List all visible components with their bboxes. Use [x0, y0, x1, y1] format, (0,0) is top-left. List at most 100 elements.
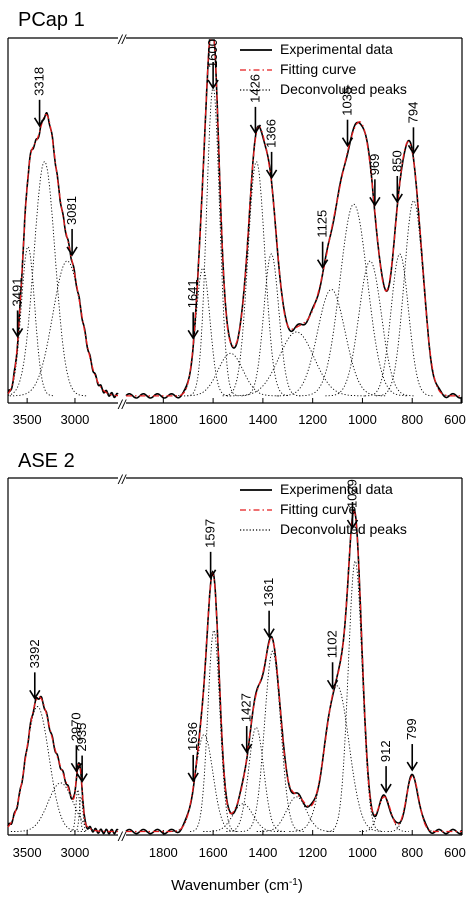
peak-arrowhead [341, 137, 354, 148]
x-tick-label: 600 [444, 845, 466, 860]
peak-arrowhead [249, 124, 262, 135]
axis-break-marker: // [117, 472, 127, 487]
experimental-data-line [7, 695, 119, 835]
peak-label: 1600 [205, 39, 220, 68]
x-tick-label: 800 [401, 412, 423, 427]
legend-label: Fitting curve [280, 61, 356, 77]
panel-2: ASE 2 // // 3500 3000 1800 1600 1400 1200 1000 800… [7, 450, 466, 860]
fitting-curve-line [7, 696, 118, 833]
peak-arrowhead [380, 783, 392, 794]
deconvoluted-peak [289, 685, 385, 832]
fitting-curve-line [126, 511, 462, 833]
x-tick-label: 600 [444, 412, 466, 427]
x-axis-label-close: ) [298, 877, 303, 894]
peak-label: 969 [367, 154, 382, 176]
peak-label: 2935 [74, 723, 89, 752]
peak-label: 1427 [239, 693, 254, 722]
deconvoluted-peak [169, 733, 239, 832]
peak-label: 794 [405, 102, 420, 124]
peak-arrowhead [76, 773, 88, 784]
peak-arrowhead [265, 169, 278, 180]
peak-label: 1597 [203, 519, 218, 548]
peak-arrowhead [29, 689, 41, 700]
x-axis-label-superscript: -1 [289, 877, 298, 888]
deconvoluted-peak [241, 253, 302, 397]
x-tick-label: 1600 [199, 412, 228, 427]
x-tick-label: 1400 [248, 845, 277, 860]
experimental-data-line [125, 509, 463, 835]
deconvoluted-peak [276, 288, 386, 397]
peak-arrowhead [263, 628, 275, 639]
peak-label: 1102 [325, 630, 340, 658]
axis-break-marker: // [117, 397, 127, 412]
peak-arrowhead [207, 79, 219, 90]
x-tick-label: 1000 [348, 412, 377, 427]
peak-arrowhead [391, 193, 403, 204]
peak-arrowhead [326, 679, 339, 690]
peak-arrowhead [241, 743, 253, 754]
deconvoluted-peak [327, 560, 383, 832]
peak-label: 1035 [340, 87, 355, 116]
peak-arrowhead [187, 329, 199, 340]
x-tick-label: 1000 [348, 845, 377, 860]
x-tick-label: 1200 [298, 412, 327, 427]
legend-label: Fitting curve [280, 501, 356, 517]
peak-label: 912 [378, 740, 393, 762]
deconvoluted-peak [180, 352, 281, 397]
deconvoluted-peak [10, 782, 111, 832]
x-tick-label: 3000 [60, 412, 89, 427]
x-tick-label: 3500 [13, 845, 42, 860]
peak-arrowhead [70, 762, 83, 773]
deconvoluted-peak [375, 200, 452, 397]
peak-arrowhead [66, 246, 78, 257]
peak-label: 1636 [185, 722, 200, 751]
panel-title: PCap 1 [18, 9, 85, 31]
deconvoluted-peak [222, 161, 290, 397]
deconvoluted-peak [74, 795, 89, 832]
peak-arrowhead [316, 259, 329, 270]
peak-label: 1125 [315, 210, 330, 238]
peak-label: 850 [389, 150, 404, 172]
peak-label: 1361 [261, 578, 276, 607]
panel-1: PCap 1 // // 3500 3000 1800 1600 1400 1200 1000 80… [7, 9, 466, 427]
experimental-data-line [7, 112, 119, 399]
peak-label: 799 [404, 718, 419, 740]
peak-arrowhead [369, 196, 381, 207]
peak-arrowhead [346, 519, 359, 530]
x-tick-label: 1800 [149, 845, 178, 860]
deconvoluted-peak [325, 260, 416, 397]
peak-label: 1029 [344, 479, 359, 508]
x-axis-label: Wavenumber (cm-1) [171, 877, 303, 895]
peak-label: 3491 [10, 278, 25, 307]
peak-label: 3081 [64, 196, 79, 225]
x-tick-label: 3500 [13, 412, 42, 427]
legend-label: Experimental data [280, 41, 393, 57]
legend-label: Deconvoluted peaks [280, 81, 407, 97]
peak-arrowhead [407, 144, 420, 155]
peak-label: 3318 [32, 67, 47, 96]
x-tick-label: 1400 [248, 412, 277, 427]
peak-label: 3392 [27, 639, 42, 668]
peak-arrowhead [33, 117, 46, 128]
legend-label: Deconvoluted peaks [280, 521, 407, 537]
deconvoluted-peak [226, 331, 366, 397]
peak-label: 1426 [247, 74, 262, 103]
peak-label: 1641 [185, 279, 200, 308]
deconvoluted-peak [256, 796, 336, 832]
peak-arrowhead [11, 328, 24, 338]
fitting-curve-line [126, 39, 462, 397]
peak-arrowhead [187, 772, 199, 783]
x-tick-label: 1600 [199, 845, 228, 860]
deconvoluted-peak [7, 706, 84, 832]
deconvoluted-peak [189, 629, 238, 832]
fitting-curve-line [7, 113, 118, 397]
deconvoluted-peak [203, 803, 283, 832]
legend-label: Experimental data [280, 481, 393, 497]
peak-arrowhead [204, 569, 217, 580]
x-tick-label: 800 [401, 845, 423, 860]
x-tick-label: 3000 [60, 845, 89, 860]
x-axis-label-main: Wavenumber (cm [171, 877, 289, 894]
deconvoluted-peak [226, 726, 286, 832]
peak-label: 2970 [68, 712, 83, 741]
